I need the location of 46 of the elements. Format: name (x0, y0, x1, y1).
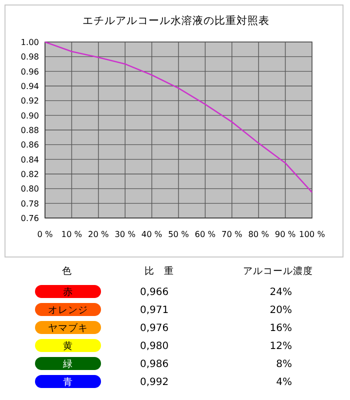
legend-title: 色 (62, 265, 72, 277)
y-tick-label: 0.86 (20, 140, 39, 150)
y-tick-label: 0.98 (20, 52, 39, 62)
category-label: 緑 (62, 359, 73, 370)
category-label: オレンジ (48, 305, 88, 316)
data-label: 0,980 (140, 341, 169, 352)
data-label: 4% (276, 377, 292, 388)
category-label: 赤 (63, 286, 73, 298)
y-tick-label: 0.82 (20, 169, 39, 179)
x-tick-label: 40 % (141, 229, 162, 239)
data-label: 16% (270, 323, 292, 334)
y-tick-label: 0.80 (20, 184, 39, 194)
y-tick-label: 0.92 (20, 96, 39, 106)
data-label: 0,976 (140, 323, 169, 334)
y-tick-label: 0.78 (20, 198, 39, 208)
data-label: 12% (270, 341, 292, 352)
y-tick-label: 0.84 (20, 154, 39, 164)
text: アルコール濃度 (243, 265, 313, 277)
y-tick-label: 0.96 (20, 66, 39, 76)
y-tick-label: 0.94 (20, 81, 39, 91)
chart-title: エチルアルコール水溶液の比重対照表 (82, 14, 270, 27)
x-tick-label: 0 % (37, 229, 54, 239)
category-label: 黄 (63, 340, 73, 352)
data-label: 0,992 (140, 377, 169, 388)
category-label: ヤマブキ (48, 322, 88, 334)
data-label: 20% (270, 305, 292, 316)
x-tick-label: 100 % (298, 229, 326, 239)
x-tick-label: 60 % (194, 229, 216, 239)
x-tick-label: 50 % (168, 229, 190, 239)
category-label: 青 (63, 376, 73, 388)
x-tick-label: 70 % (221, 229, 243, 239)
data-label: 0,966 (140, 287, 169, 298)
data-label: 0,986 (140, 359, 169, 370)
y-tick-label: 0.88 (20, 125, 39, 135)
y-tick-label: 1.00 (20, 37, 39, 47)
x-tick-label: 90 % (274, 229, 296, 239)
data-label: 24% (270, 287, 292, 298)
y-tick-label: 0.76 (20, 213, 39, 223)
x-tick-label: 10 % (61, 229, 82, 239)
text: 比 重 (144, 265, 174, 277)
x-tick-label: 20 % (88, 229, 110, 239)
x-tick-label: 30 % (114, 229, 136, 239)
y-tick-label: 0.90 (20, 110, 39, 120)
data-label: 8% (276, 359, 292, 370)
x-tick-label: 80 % (248, 229, 270, 239)
data-label: 0,971 (140, 305, 169, 316)
